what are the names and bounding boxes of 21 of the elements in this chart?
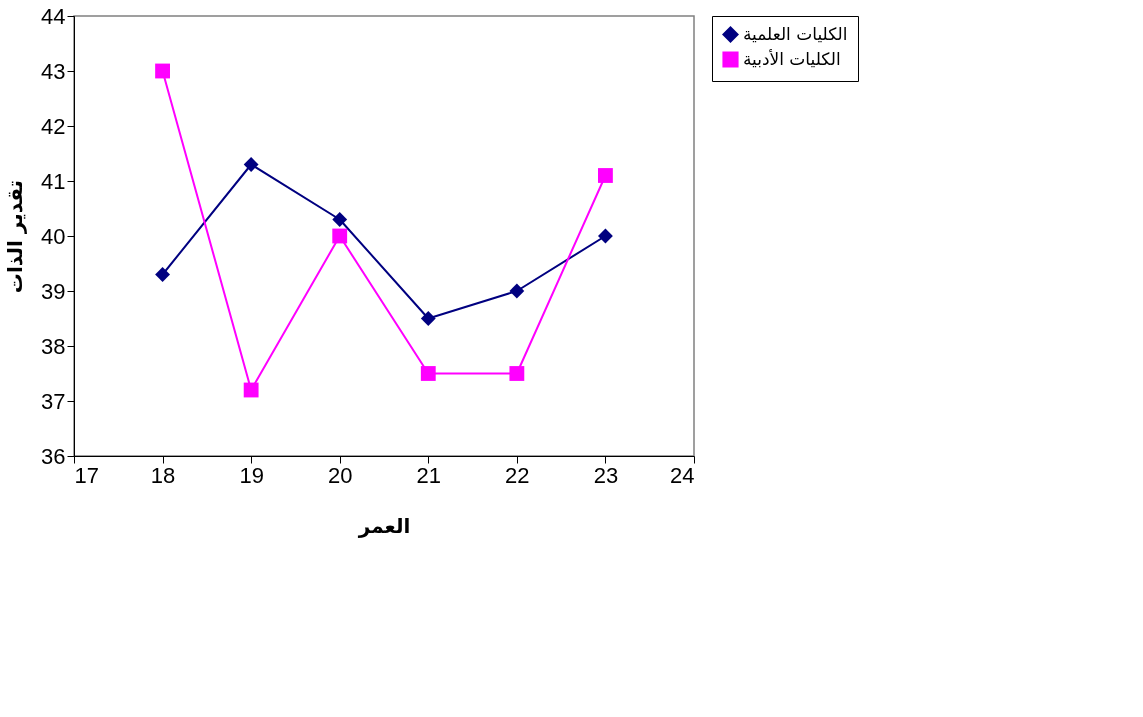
y-tick-label: 40 <box>41 223 66 249</box>
x-tick-label: 19 <box>239 462 264 488</box>
y-axis-title: تقدير الذات <box>3 179 28 294</box>
x-tick-label: 24 <box>670 462 695 488</box>
y-tick-label: 39 <box>41 278 66 304</box>
x-tick-label: 17 <box>74 462 99 488</box>
y-tick-label: 36 <box>41 443 66 469</box>
y-tick-label: 44 <box>41 3 66 29</box>
x-tick-label: 23 <box>593 462 619 488</box>
x-tick-label: 22 <box>505 462 530 488</box>
legend-label: الكليات الأدبية <box>743 48 841 69</box>
y-tick-label: 41 <box>41 168 66 194</box>
x-axis-title: العمر <box>357 513 411 538</box>
y-tick-label: 42 <box>41 113 66 139</box>
y-tick-label: 38 <box>41 333 66 359</box>
legend-label: الكليات العلمية <box>743 23 848 44</box>
x-tick-label: 21 <box>416 462 442 488</box>
y-tick-label: 43 <box>41 58 66 84</box>
y-tick-label: 37 <box>41 388 66 414</box>
x-tick-label: 20 <box>327 462 353 488</box>
x-tick-label: 18 <box>150 462 176 488</box>
